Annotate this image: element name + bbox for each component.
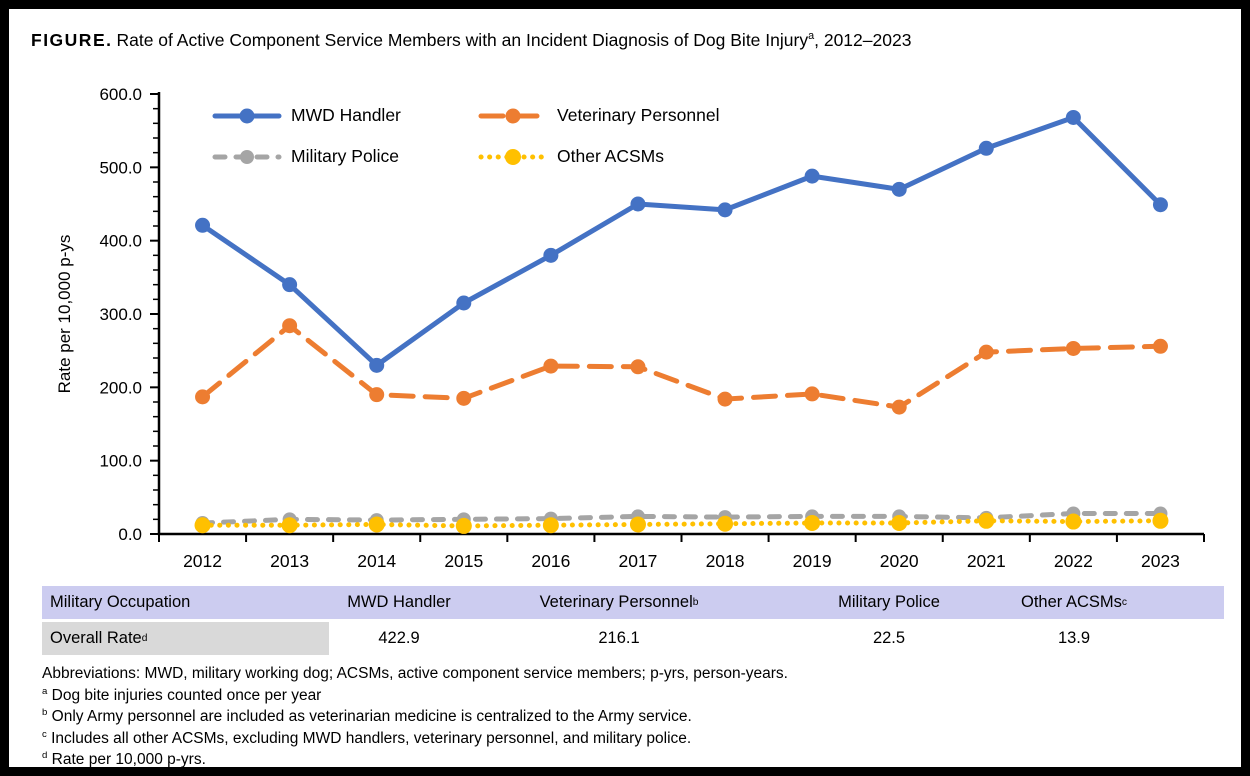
footnotes: Abbreviations: MWD, military working dog… [42, 663, 788, 768]
figure-label: FIGURE. [31, 30, 113, 50]
chart-legend: MWD Handler Veterinary Personnel Militar… [212, 95, 719, 177]
figure-title: FIGURE. Rate of Active Component Service … [31, 29, 911, 51]
table-header-military-police: Military Police [838, 593, 940, 611]
svg-text:2017: 2017 [618, 551, 657, 571]
summary-table: Military Occupation MWD Handler Veterina… [42, 586, 1224, 655]
svg-text:400.0: 400.0 [99, 232, 142, 251]
svg-text:2019: 2019 [793, 551, 832, 571]
abbreviations-note: Abbreviations: MWD, military working dog… [42, 665, 788, 682]
svg-text:500.0: 500.0 [99, 158, 142, 177]
figure-title-text: Rate of Active Component Service Members… [116, 30, 809, 50]
table-header-other-acsms: Other ACSMs c [1021, 593, 1127, 611]
svg-text:2012: 2012 [183, 551, 222, 571]
table-row-filler [1139, 622, 1224, 655]
legend-label: Military Police [291, 146, 399, 166]
svg-text:600.0: 600.0 [99, 85, 142, 104]
svg-text:2021: 2021 [967, 551, 1006, 571]
row-label-overall-rate: Overall Rate d [42, 622, 329, 655]
figure-title-years: , 2012–2023 [814, 30, 912, 50]
figure-title-footnote-marker: a [808, 30, 815, 43]
veterinary-personnel-line-icon [478, 108, 548, 123]
table-header-occupation: Military Occupation [50, 593, 191, 611]
legend-label: Other ACSMs [557, 146, 664, 166]
overall-rate-mwd-handler: 422.9 [378, 629, 420, 647]
legend-item-military-police: Military Police [212, 146, 478, 167]
svg-text:100.0: 100.0 [99, 452, 142, 471]
table-header-filler [1139, 586, 1224, 619]
footnote-d: d Rate per 10,000 p-yrs. [42, 749, 206, 768]
footnote-c: c Includes all other ACSMs, excluding MW… [42, 728, 692, 747]
legend-item-other-acsms: Other ACSMs [478, 146, 719, 167]
svg-text:Rate per 10,000 p-ys: Rate per 10,000 p-ys [55, 235, 74, 394]
svg-text:2023: 2023 [1141, 551, 1180, 571]
legend-label: MWD Handler [291, 105, 401, 125]
legend-label: Veterinary Personnel [557, 105, 720, 125]
svg-text:2016: 2016 [531, 551, 570, 571]
other-acsms-line-icon [478, 148, 548, 165]
footnote-b: b Only Army personnel are included as ve… [42, 706, 692, 725]
svg-text:2013: 2013 [270, 551, 309, 571]
chart-canvas: 0.0 100.0 200.0 300.0 400.0 500.0 600.0 2012 201… [55, 85, 1205, 571]
military-police-line-icon [212, 149, 282, 164]
overall-rate-military-police: 22.5 [872, 629, 906, 647]
svg-text:2014: 2014 [357, 551, 396, 571]
table-header-veterinary-personnel: Veterinary Personnel b [539, 593, 699, 611]
svg-text:2018: 2018 [706, 551, 745, 571]
table-header-mwd-handler: MWD Handler [347, 593, 451, 611]
table-row-overall-rate: Overall Rate d 422.9 216.1 22.5 13.9 [42, 622, 1224, 655]
svg-text:2015: 2015 [444, 551, 483, 571]
footnote-a: a Dog bite injuries counted once per yea… [42, 685, 322, 704]
svg-text:2022: 2022 [1054, 551, 1093, 571]
svg-text:300.0: 300.0 [99, 305, 142, 324]
legend-item-veterinary-personnel: Veterinary Personnel [478, 105, 719, 126]
mwd-handler-line-icon [212, 108, 282, 123]
line-chart: 0.0 100.0 200.0 300.0 400.0 500.0 600.0 2012 201… [44, 73, 1224, 578]
overall-rate-other-acsms: 13.9 [1057, 629, 1091, 647]
svg-text:2020: 2020 [880, 551, 919, 571]
overall-rate-veterinary-personnel: 216.1 [598, 629, 640, 647]
svg-text:0.0: 0.0 [118, 525, 142, 544]
table-header-row: Military Occupation MWD Handler Veterina… [42, 586, 1224, 622]
legend-item-mwd-handler: MWD Handler [212, 105, 478, 126]
svg-text:200.0: 200.0 [99, 378, 142, 397]
